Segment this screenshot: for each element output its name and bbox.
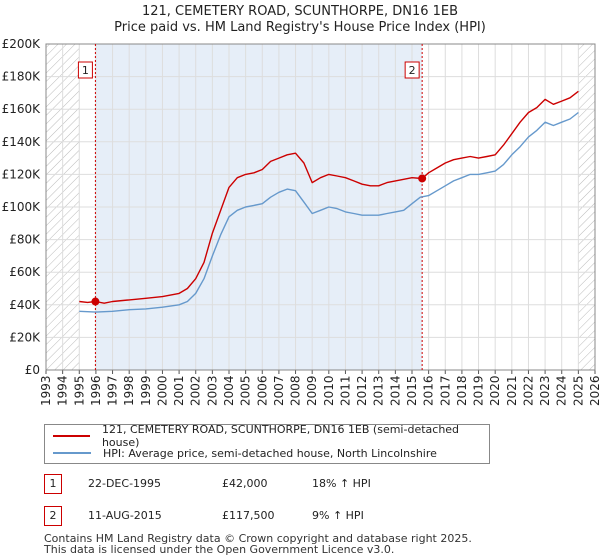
- x-tick-label: 2018: [455, 375, 469, 406]
- sale-hpi-delta: 9% ↑ HPI: [312, 509, 364, 522]
- x-tick-label: 2020: [488, 375, 502, 406]
- sale-number-box: 2: [44, 506, 62, 526]
- x-tick-label: 1993: [39, 375, 53, 406]
- x-tick-label: 2012: [355, 375, 369, 406]
- hpi-line: [79, 111, 579, 313]
- x-tick-label: 2010: [322, 375, 336, 406]
- property-price-line: [79, 90, 579, 304]
- sale-price: £42,000: [222, 477, 268, 490]
- x-tick-label: 2019: [472, 375, 486, 406]
- sale-label-number: 2: [409, 64, 416, 77]
- x-tick-label: 2015: [405, 375, 419, 406]
- sale-hpi-delta: 18% ↑ HPI: [312, 477, 371, 490]
- x-tick-label: 2014: [388, 375, 402, 406]
- legend-item-property: 121, CEMETERY ROAD, SCUNTHORPE, DN16 1EB…: [53, 423, 489, 449]
- x-tick-label: 2002: [189, 375, 203, 406]
- x-tick-label: 2013: [372, 375, 386, 406]
- sale-number-box: 1: [44, 474, 62, 494]
- y-tick-label: £120K: [2, 167, 42, 181]
- legend-swatch-property: [53, 435, 90, 437]
- x-tick-label: 2003: [205, 375, 219, 406]
- sale-point-2: [418, 174, 427, 183]
- x-tick-label: 2011: [338, 375, 352, 406]
- y-tick-label: £100K: [2, 200, 42, 214]
- x-tick-label: 2000: [155, 375, 169, 406]
- y-tick-label: £140K: [2, 135, 42, 149]
- legend-label-hpi: HPI: Average price, semi-detached house,…: [103, 446, 437, 460]
- x-tick-label: 2017: [438, 375, 452, 406]
- sale-label-box: [404, 61, 420, 79]
- chart-title-line2: Price paid vs. HM Land Registry's House …: [114, 20, 486, 35]
- x-tick-label: 1994: [56, 375, 70, 406]
- y-tick-label: £20K: [9, 330, 41, 344]
- x-tick-label: 2005: [239, 375, 253, 406]
- chart-title-line1: 121, CEMETERY ROAD, SCUNTHORPE, DN16 1EB: [141, 4, 459, 19]
- y-tick-label: £80K: [9, 233, 41, 247]
- sale-label-box: [77, 61, 93, 79]
- x-tick-label: 2008: [289, 375, 303, 406]
- y-tick-label: £200K: [2, 37, 42, 51]
- x-tick-label: 2026: [588, 375, 600, 406]
- sale-date: 11-AUG-2015: [88, 509, 162, 522]
- footer-copyright: Contains HM Land Registry data © Crown c…: [44, 532, 472, 545]
- legend-label-property: 121, CEMETERY ROAD, SCUNTHORPE, DN16 1EB…: [101, 423, 460, 449]
- x-tick-label: 2001: [172, 375, 186, 406]
- sale-row-2: 2 11-AUG-2015 £117,500 9% ↑ HPI: [44, 506, 484, 526]
- sale-label-2: 2: [404, 61, 420, 79]
- y-tick-label: £60K: [9, 265, 41, 279]
- x-tick-label: 2007: [272, 375, 286, 406]
- price-chart: £0 £20K £40K £60K £80K £100K £120K £140K £160K £1…: [2, 37, 600, 406]
- sale-label-number: 1: [82, 64, 89, 77]
- x-tick-label: 2023: [538, 375, 552, 406]
- x-tick-label: 2022: [521, 375, 535, 406]
- y-tick-label: £40K: [9, 298, 41, 312]
- x-tick-label: 2004: [222, 375, 236, 406]
- legend: 121, CEMETERY ROAD, SCUNTHORPE, DN16 1EB…: [44, 423, 490, 464]
- x-tick-label: 1997: [106, 375, 120, 406]
- sale-price: £117,500: [222, 509, 275, 522]
- plot-frame: [45, 43, 596, 371]
- x-tick-label: 1995: [72, 375, 86, 406]
- sale-label-1: 1: [77, 61, 93, 79]
- x-tick-label: 2021: [505, 375, 519, 406]
- sale-point-1: [91, 297, 100, 306]
- y-tick-label: £160K: [2, 102, 42, 116]
- x-tick-label: 2024: [555, 375, 569, 406]
- x-tick-label: 2009: [305, 375, 319, 406]
- y-tick-label: £0: [25, 363, 40, 377]
- x-tick-label: 1998: [122, 375, 136, 406]
- sale-date: 22-DEC-1995: [88, 477, 162, 490]
- footer-licence: This data is licensed under the Open Gov…: [44, 543, 395, 556]
- sale-row-1: 1 22-DEC-1995 £42,000 18% ↑ HPI: [44, 474, 484, 494]
- x-tick-label: 2016: [422, 375, 436, 406]
- x-tick-label: 1999: [139, 375, 153, 406]
- legend-item-hpi: HPI: Average price, semi-detached house,…: [53, 445, 437, 461]
- x-tick-label: 2025: [571, 375, 585, 406]
- y-tick-label: £180K: [2, 70, 42, 84]
- legend-swatch-hpi: [53, 452, 91, 454]
- x-tick-label: 2006: [255, 375, 269, 406]
- x-tick-label: 1996: [89, 375, 103, 406]
